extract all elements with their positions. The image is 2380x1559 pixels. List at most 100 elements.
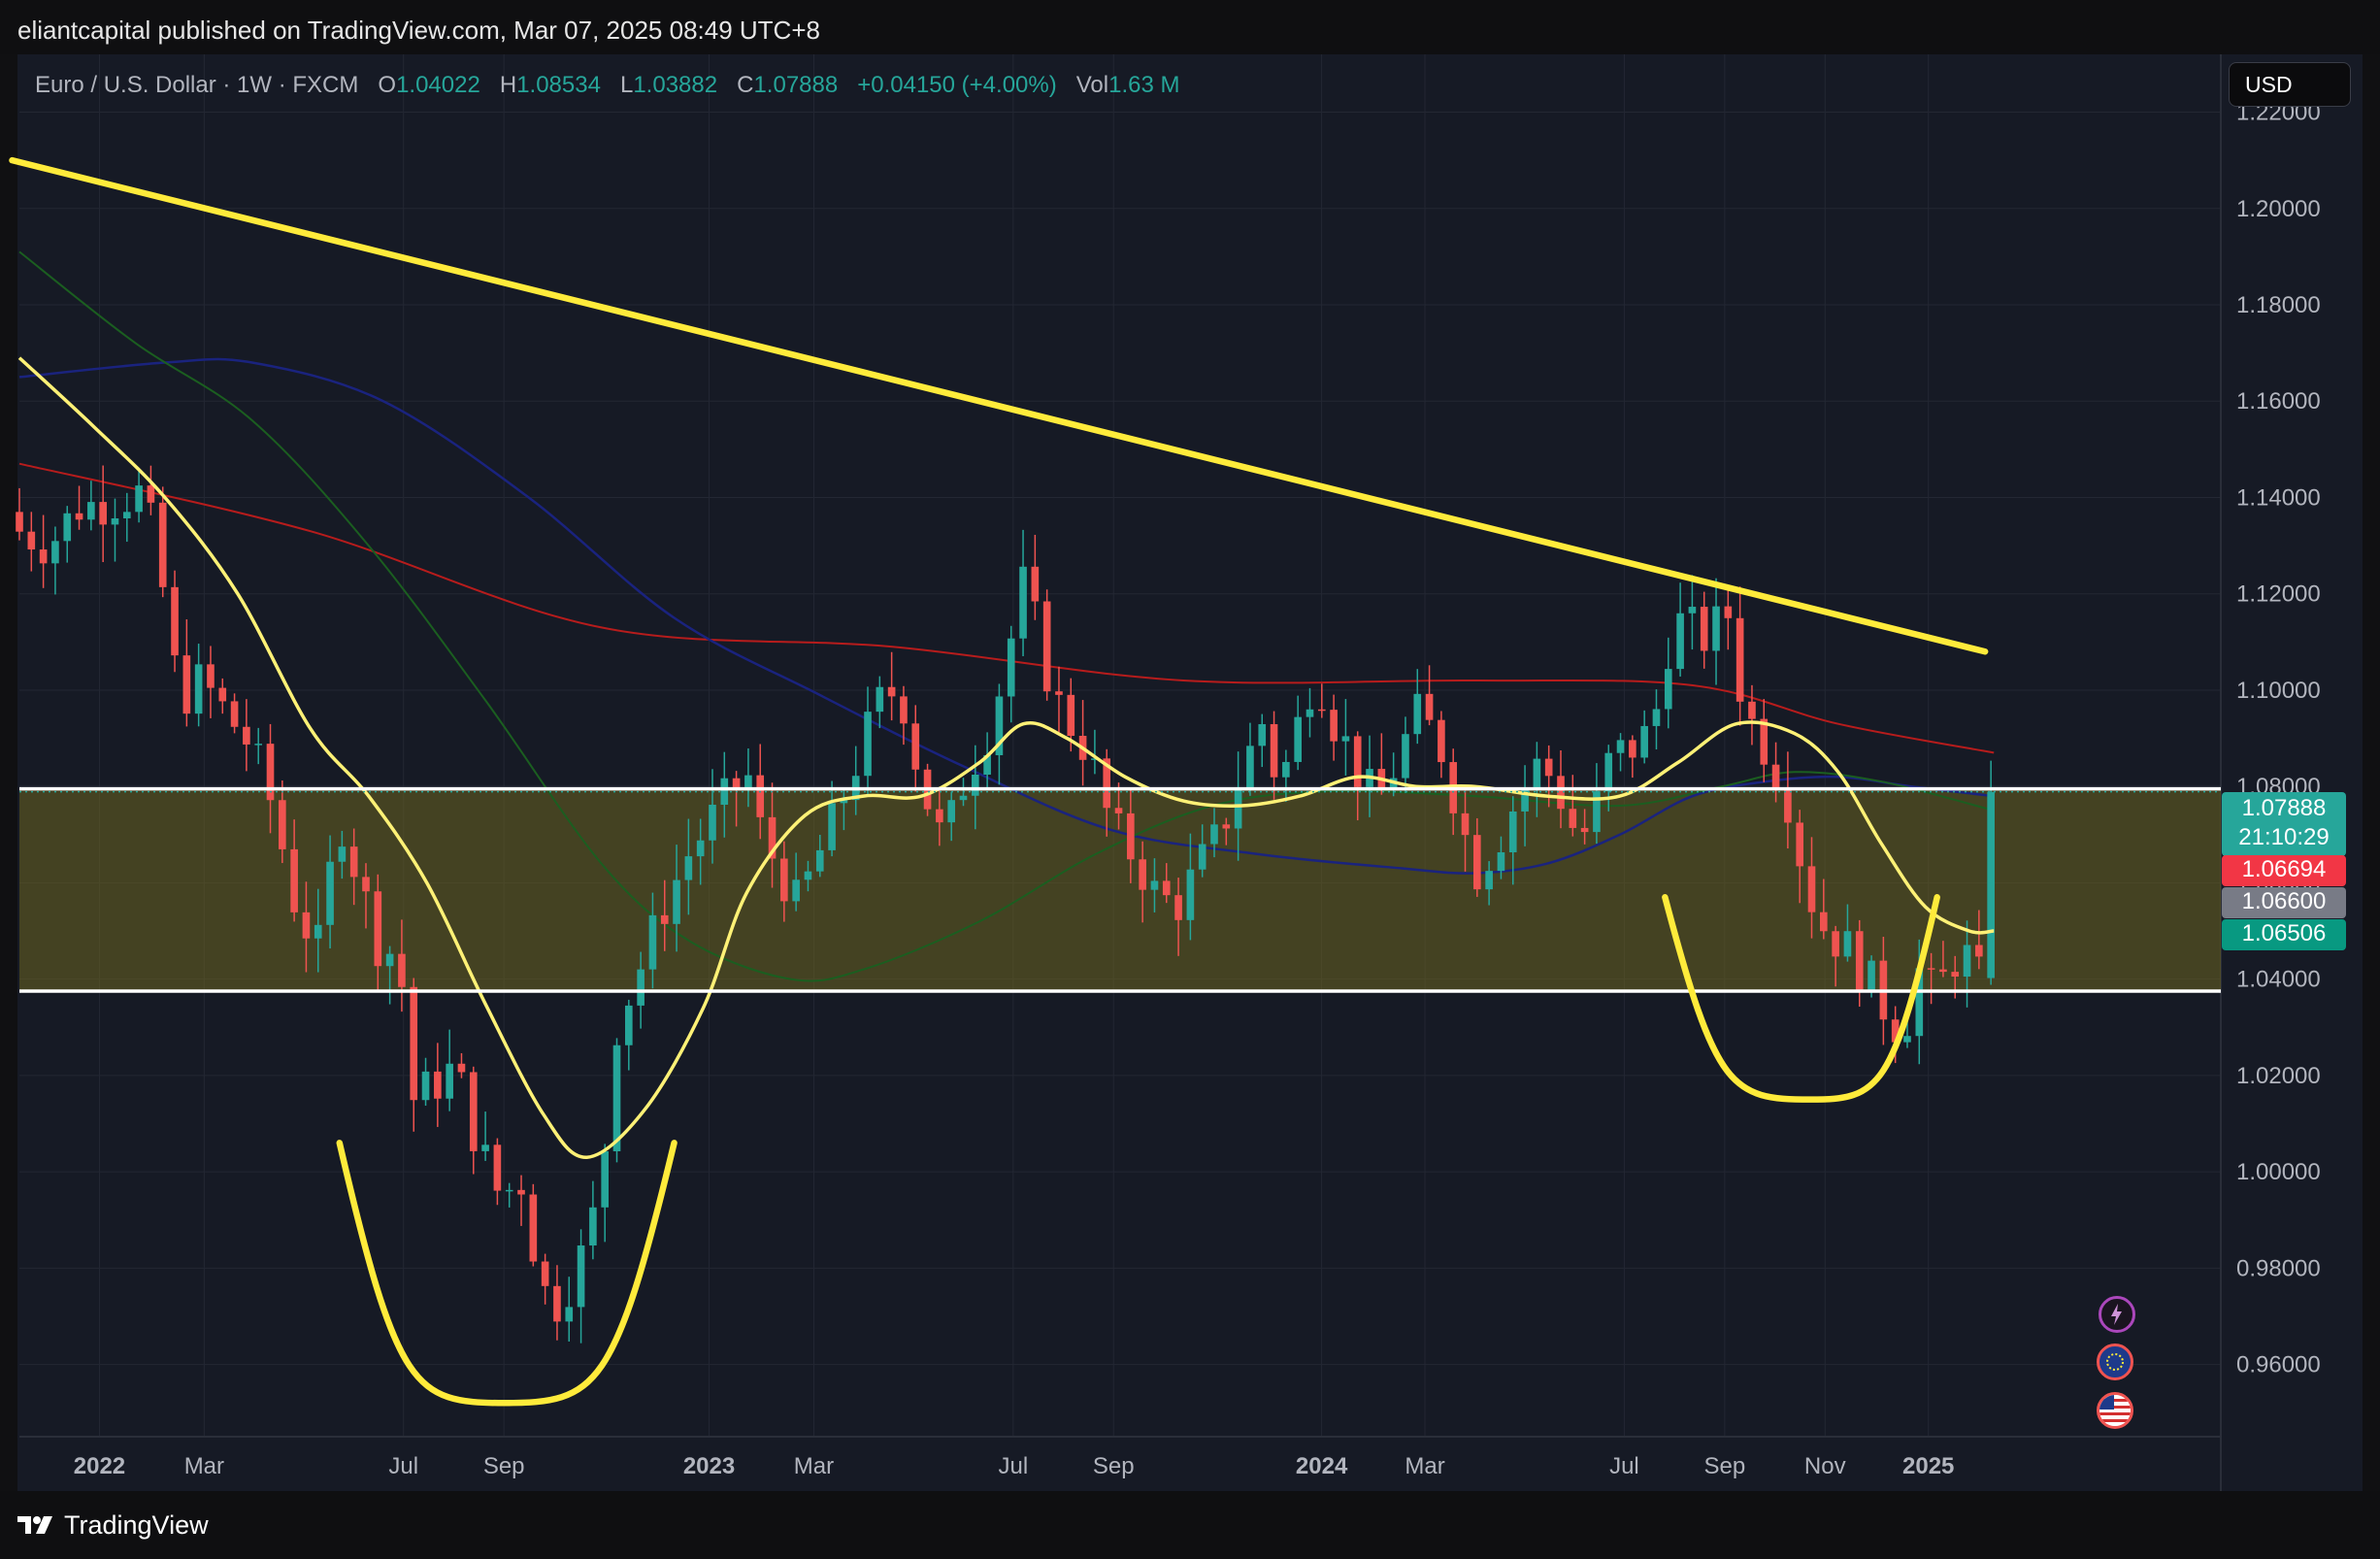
candle-body [1868,960,1875,992]
candle [1712,578,1720,685]
candle-body [1103,758,1111,809]
candle [887,651,896,721]
candle-body [1580,827,1589,833]
candle [171,570,179,673]
candle-body [1735,617,1744,702]
candle-body [1593,791,1601,833]
candle [1139,841,1146,923]
candle-body [815,849,824,872]
candle-body [1760,718,1768,765]
x-tick-label: 2022 [74,1453,125,1479]
candle-body [505,1189,513,1192]
candle [194,644,203,727]
candle [338,830,347,879]
candle [1521,765,1529,846]
candle-body [290,848,298,912]
candle-body [1127,813,1135,860]
candle-body [529,1194,538,1262]
vol-label: Vol [1075,72,1109,98]
candle-body [1341,736,1350,742]
candle [1306,687,1314,738]
candle-body [1306,709,1314,717]
candle [541,1253,549,1305]
support-resistance-zone [19,788,2221,992]
candle [624,999,633,1071]
tradingview-logo[interactable]: TradingView [17,1510,209,1541]
candle [1210,808,1218,858]
candle-body [171,586,179,656]
candle [947,791,955,842]
x-tick-label: 2025 [1902,1453,1954,1479]
candle [1078,700,1087,786]
candle-body [481,1144,489,1151]
candle [815,835,824,878]
change-value: +0.04150 (+4.00%) [857,72,1057,98]
bar-countdown: 21:10:29 [2238,824,2330,850]
candle-body [147,485,155,503]
candle-body [1557,776,1565,810]
candle-body [1616,740,1625,753]
candle [1317,683,1326,718]
candle [804,860,812,892]
candle [446,1029,453,1111]
candle [1593,763,1601,845]
candle [505,1182,513,1208]
candle [1402,716,1409,793]
candle [63,506,72,563]
candle-body [709,804,716,841]
candle-body [804,871,812,880]
chart-panel[interactable] [17,54,2363,1491]
candle-body [1270,723,1278,778]
candle-body [158,502,167,587]
candle [983,732,991,789]
candle [1091,729,1099,775]
candle [39,514,48,588]
candle [709,769,716,864]
candle [1629,735,1636,779]
grid-lines [19,54,2221,1437]
candle-body [51,541,59,564]
eu-flag-event-icon[interactable] [2097,1343,2133,1380]
tradingview-logo-icon [17,1515,52,1534]
close-value: 1.07888 [753,72,839,98]
candle [147,465,155,515]
candle-body [1497,852,1505,872]
candle-body [1652,709,1661,726]
vol-value: 1.63 M [1108,72,1180,98]
candle [254,727,263,765]
candle-body [63,513,72,542]
lightning-event-icon[interactable] [2099,1296,2135,1333]
currency-button[interactable]: USD [2229,62,2351,107]
candle [362,863,370,929]
candle-body [1640,725,1648,758]
y-tick-label: 1.10000 [2236,678,2321,704]
us-flag-event-icon[interactable] [2097,1392,2133,1429]
x-tick-label: Jul [998,1453,1028,1479]
last-price-value: 1.07888 [2241,795,2327,821]
candle [828,780,836,857]
candle-body [744,775,752,789]
candle-body [218,687,227,702]
candle [421,1057,430,1107]
candle [122,492,131,543]
candle [1007,625,1015,723]
candle [673,845,680,952]
candle [1198,824,1207,878]
candle-body [1604,752,1613,792]
candle-body [1891,1019,1900,1043]
candle [1855,919,1864,1007]
candle-body [1019,566,1027,639]
y-tick-label: 1.04000 [2236,967,2321,993]
rounding-bottom-arc-1 [336,1140,678,1407]
candle-body [900,696,908,724]
candle [51,526,59,595]
candle [1508,796,1517,885]
candle [385,945,394,1005]
candle-body [230,701,239,727]
candle [565,1277,574,1343]
candle-body [1724,606,1733,618]
candle-body [1903,1036,1911,1043]
candle [1341,699,1350,776]
candle-body [1951,972,1960,978]
